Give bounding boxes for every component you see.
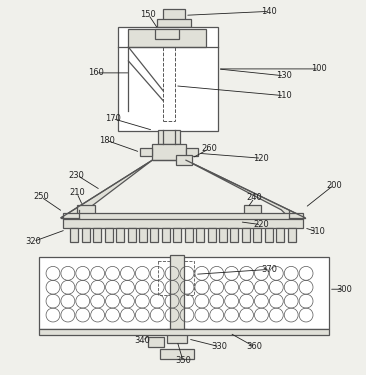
Text: 370: 370 [261, 265, 277, 274]
Text: 150: 150 [141, 10, 156, 19]
Text: 260: 260 [202, 144, 218, 153]
Text: 130: 130 [276, 71, 292, 80]
Bar [148, 337, 164, 347]
Bar [231, 228, 238, 242]
Text: 110: 110 [276, 91, 292, 100]
Bar [157, 19, 191, 27]
Bar [82, 228, 90, 242]
Bar [158, 261, 194, 295]
Bar [253, 228, 261, 242]
Bar [119, 27, 218, 131]
Text: 340: 340 [134, 336, 150, 345]
Bar [170, 255, 184, 331]
Text: 350: 350 [175, 356, 191, 365]
Bar [186, 148, 198, 156]
Text: 360: 360 [246, 342, 262, 351]
Bar [128, 228, 135, 242]
Bar [219, 228, 227, 242]
Bar [116, 228, 124, 242]
Text: 200: 200 [326, 180, 342, 189]
Bar [265, 228, 273, 242]
Bar [176, 155, 192, 165]
Bar [276, 228, 284, 242]
Bar [139, 228, 147, 242]
Bar [140, 148, 152, 156]
Text: 320: 320 [25, 237, 41, 246]
Bar [63, 213, 303, 219]
Bar [155, 29, 179, 39]
Bar [128, 29, 206, 47]
Bar [288, 228, 296, 242]
Bar [167, 329, 187, 343]
Bar [243, 205, 261, 217]
Bar [162, 228, 170, 242]
Text: 140: 140 [261, 7, 277, 16]
Text: 240: 240 [247, 194, 262, 202]
Bar [152, 144, 186, 160]
Bar [173, 228, 181, 242]
Bar [163, 9, 185, 21]
Bar [105, 228, 113, 242]
Text: 310: 310 [309, 227, 325, 236]
Bar [39, 329, 329, 335]
Text: 330: 330 [212, 342, 228, 351]
Text: 220: 220 [254, 220, 269, 229]
Bar [150, 228, 158, 242]
Bar [39, 258, 329, 329]
Bar [70, 228, 78, 242]
Text: 170: 170 [105, 114, 120, 123]
Bar [185, 228, 193, 242]
Bar [242, 228, 250, 242]
Text: 160: 160 [88, 68, 104, 77]
Bar [160, 349, 194, 359]
Text: 100: 100 [311, 64, 327, 74]
Text: 210: 210 [69, 189, 85, 198]
Text: 230: 230 [69, 171, 85, 180]
Text: 300: 300 [336, 285, 352, 294]
Text: 180: 180 [99, 136, 115, 145]
Polygon shape [61, 160, 152, 218]
Text: 120: 120 [254, 154, 269, 163]
Bar [93, 228, 101, 242]
Bar [208, 228, 216, 242]
Bar [63, 218, 303, 228]
Text: 250: 250 [33, 192, 49, 201]
Polygon shape [186, 160, 305, 218]
Bar [77, 205, 95, 217]
Bar [196, 228, 204, 242]
Bar [158, 130, 180, 144]
